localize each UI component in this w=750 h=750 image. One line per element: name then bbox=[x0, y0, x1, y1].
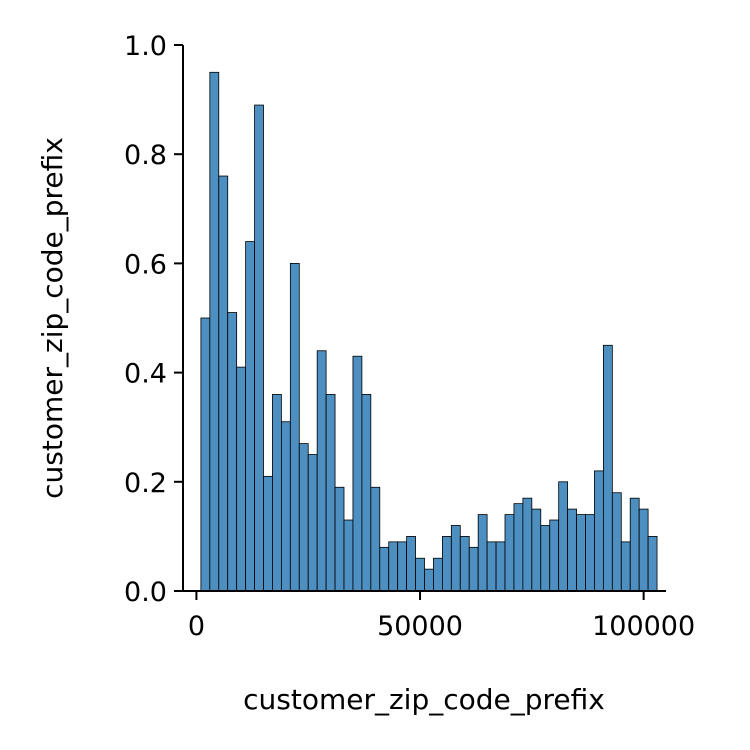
histogram-bar bbox=[647, 536, 658, 592]
histogram-bar bbox=[450, 525, 461, 592]
histogram-bar bbox=[307, 454, 318, 592]
histogram-bar bbox=[468, 546, 479, 592]
bars-group bbox=[200, 71, 658, 592]
histogram-bar bbox=[370, 486, 381, 592]
histogram-bar bbox=[200, 317, 211, 592]
histogram-bar bbox=[513, 503, 524, 592]
histogram-bar bbox=[611, 492, 622, 592]
histogram-bar bbox=[245, 241, 255, 592]
histogram-bar bbox=[576, 514, 586, 592]
histogram-bar bbox=[594, 470, 604, 592]
y-tick-label: 1.0 bbox=[124, 31, 167, 62]
histogram-bar bbox=[325, 394, 336, 592]
histogram-bar bbox=[289, 262, 300, 592]
histogram-bar bbox=[558, 481, 569, 592]
histogram-bar bbox=[209, 71, 220, 592]
x-tick-label: 0 bbox=[188, 611, 205, 642]
histogram-bar bbox=[638, 508, 649, 592]
x-tick-label: 100000 bbox=[592, 611, 695, 642]
histogram-bar bbox=[236, 366, 247, 592]
histogram-bar bbox=[298, 443, 309, 592]
histogram-bar bbox=[459, 536, 470, 592]
histogram-bar bbox=[316, 350, 327, 592]
histogram-bar bbox=[602, 344, 613, 592]
histogram-bar bbox=[227, 312, 238, 592]
histogram-bar bbox=[352, 355, 363, 592]
y-tick-label: 0.2 bbox=[124, 468, 167, 499]
histogram-bar bbox=[397, 541, 408, 592]
histogram-bar bbox=[334, 486, 345, 592]
histogram-bar bbox=[272, 394, 282, 592]
histogram-bar bbox=[585, 514, 595, 592]
histogram-bar bbox=[504, 514, 515, 592]
histogram-bar bbox=[495, 541, 506, 592]
x-ticks-group: 0 50000 100000 bbox=[188, 591, 695, 642]
histogram-bar bbox=[218, 175, 229, 592]
histogram-bar bbox=[406, 536, 416, 592]
histogram-bar bbox=[620, 541, 631, 592]
histogram-bar bbox=[254, 104, 264, 592]
x-axis-label: customer_zip_code_prefix bbox=[243, 683, 605, 716]
histogram-bar bbox=[379, 546, 390, 592]
histogram-bar bbox=[486, 541, 497, 592]
histogram-bar bbox=[361, 394, 372, 592]
histogram-bar bbox=[567, 508, 577, 592]
histogram-bar bbox=[424, 568, 434, 592]
histogram-bar bbox=[531, 508, 542, 592]
histogram-bar bbox=[522, 497, 533, 592]
y-axis-label: customer_zip_code_prefix bbox=[36, 137, 69, 499]
y-tick-label: 0.0 bbox=[124, 577, 167, 608]
histogram-bar bbox=[629, 497, 640, 592]
histogram-bar bbox=[441, 536, 452, 592]
y-tick-label: 0.6 bbox=[124, 249, 167, 280]
histogram-bar bbox=[415, 557, 425, 592]
histogram-bar bbox=[549, 519, 560, 592]
histogram-bar bbox=[477, 514, 488, 592]
x-tick-label: 50000 bbox=[377, 611, 463, 642]
y-tick-label: 0.4 bbox=[124, 359, 167, 390]
histogram-bar bbox=[540, 525, 551, 592]
histogram-bar bbox=[280, 421, 291, 592]
y-tick-label: 0.8 bbox=[124, 140, 167, 171]
histogram-bar bbox=[388, 541, 399, 592]
histogram-bar bbox=[433, 557, 443, 592]
histogram-bar bbox=[263, 475, 273, 592]
histogram-bar bbox=[343, 519, 354, 592]
y-ticks-group: 0.0 0.2 0.4 0.6 0.8 1.0 bbox=[124, 31, 183, 608]
